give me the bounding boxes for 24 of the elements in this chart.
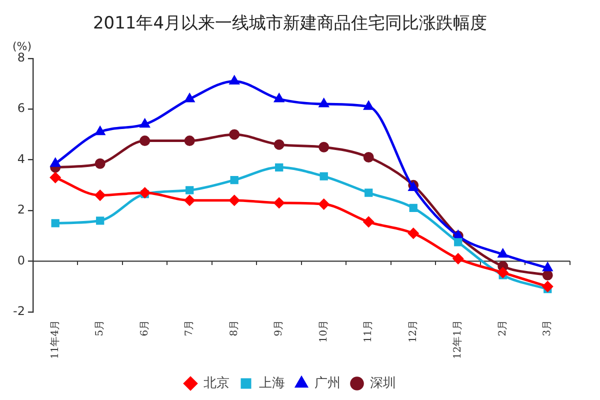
y-tick-label: 6 [17,101,25,116]
legend-label: 上海 [259,376,285,391]
x-tick-label: 10月 [318,320,330,343]
x-tick-label: 9月 [274,320,285,336]
legend-label: 广州 [314,376,340,391]
x-tick-label: 12年1月 [452,320,464,360]
x-tick-label: 3月 [542,320,554,336]
y-tick-label: 8 [17,50,25,65]
y-tick-label: -2 [12,304,25,318]
x-tick-label: 7月 [184,320,196,336]
x-tick-label: 11月 [363,320,374,343]
legend-label: 深圳 [370,376,396,391]
x-tick-label: 11年4月 [48,320,61,360]
legend-label: 北京 [204,376,230,391]
y-axis-title: (%) [12,40,32,53]
x-tick-label: 6月 [139,320,150,336]
y-tick-label: 4 [17,152,25,166]
chart-title: 2011年4月以来一线城市新建商品住宅同比涨跌幅度 [92,14,488,34]
x-tick-label: 8月 [228,320,240,336]
x-tick-label: 5月 [94,320,106,336]
y-tick-label: 2 [17,202,25,217]
y-tick-label: 0 [17,253,25,268]
x-tick-label: 12月 [408,320,419,343]
x-tick-label: 2月 [497,320,508,336]
